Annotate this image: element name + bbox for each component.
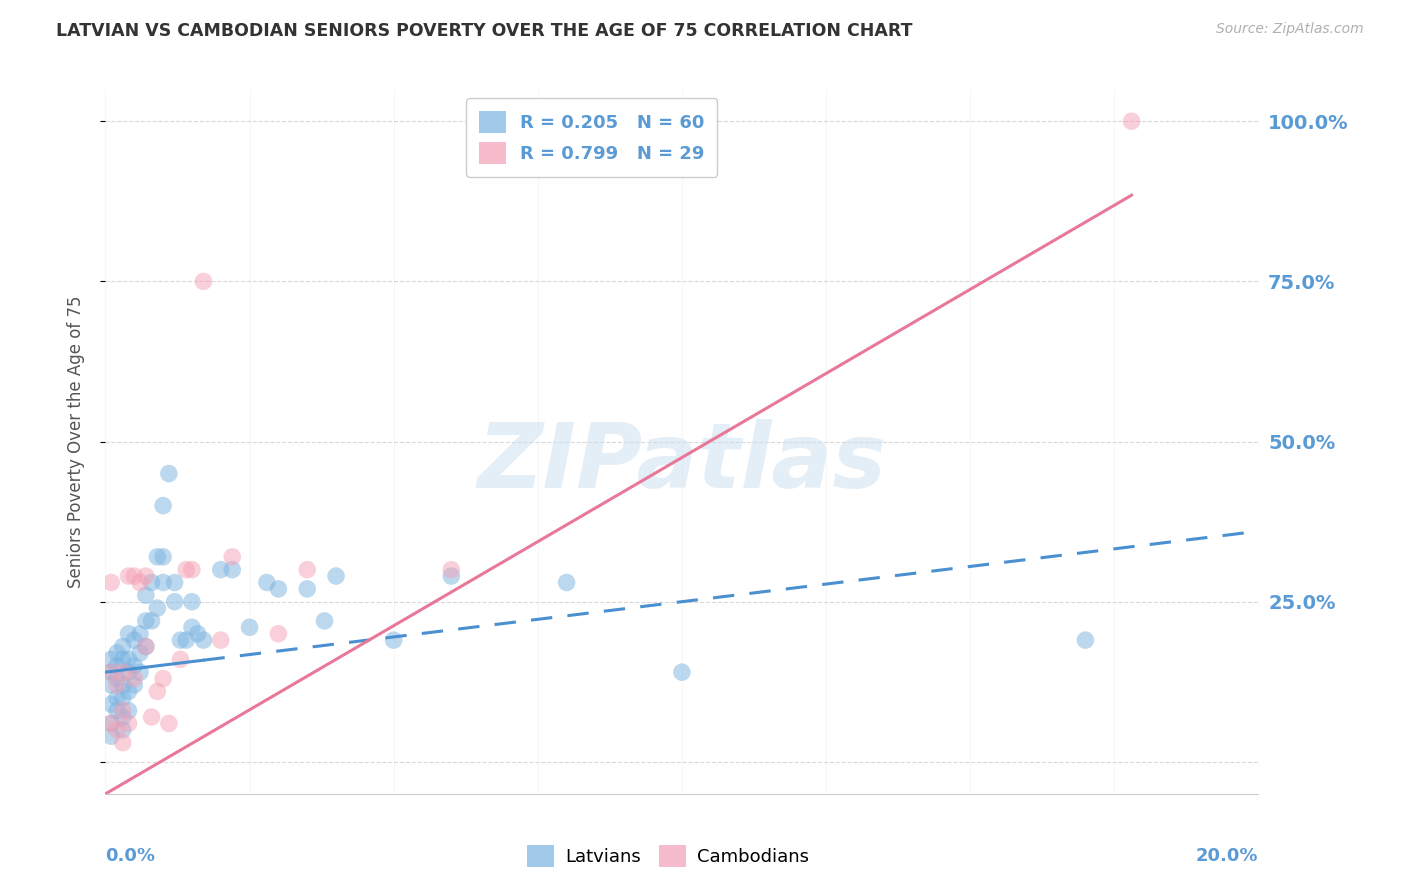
Point xyxy=(297,563,319,577)
Point xyxy=(111,690,134,705)
Point xyxy=(157,467,180,481)
Point xyxy=(209,633,232,648)
Point xyxy=(135,640,157,654)
Point xyxy=(105,704,128,718)
Point xyxy=(100,716,122,731)
Point xyxy=(297,582,319,596)
Point xyxy=(193,274,215,288)
Point xyxy=(124,569,146,583)
Point xyxy=(111,652,134,666)
Point xyxy=(382,633,405,648)
Point xyxy=(169,633,191,648)
Point xyxy=(1121,114,1143,128)
Point xyxy=(174,563,197,577)
Point xyxy=(135,614,157,628)
Point xyxy=(209,563,232,577)
Point xyxy=(129,575,152,590)
Point xyxy=(111,678,134,692)
Point xyxy=(124,672,146,686)
Text: ZIPatlas: ZIPatlas xyxy=(478,418,886,507)
Point xyxy=(141,710,163,724)
Point xyxy=(174,633,197,648)
Point xyxy=(152,549,174,564)
Text: 0.0%: 0.0% xyxy=(105,847,156,864)
Point xyxy=(163,575,186,590)
Point xyxy=(135,588,157,602)
Point xyxy=(124,678,146,692)
Point xyxy=(117,665,139,680)
Point xyxy=(267,626,290,640)
Point xyxy=(100,665,122,680)
Point xyxy=(100,729,122,743)
Point xyxy=(105,646,128,660)
Point xyxy=(129,626,152,640)
Point xyxy=(157,716,180,731)
Point xyxy=(193,633,215,648)
Point xyxy=(187,626,209,640)
Point xyxy=(105,723,128,737)
Point xyxy=(105,690,128,705)
Point xyxy=(169,652,191,666)
Point xyxy=(105,658,128,673)
Point xyxy=(181,563,204,577)
Point xyxy=(111,723,134,737)
Point xyxy=(152,672,174,686)
Point xyxy=(221,563,243,577)
Point xyxy=(105,678,128,692)
Point xyxy=(440,563,463,577)
Point xyxy=(440,569,463,583)
Point xyxy=(100,575,122,590)
Text: 20.0%: 20.0% xyxy=(1197,847,1258,864)
Point xyxy=(111,736,134,750)
Point xyxy=(314,614,336,628)
Point xyxy=(146,549,169,564)
Y-axis label: Seniors Poverty Over the Age of 75: Seniors Poverty Over the Age of 75 xyxy=(66,295,84,588)
Point xyxy=(111,640,134,654)
Point xyxy=(135,569,157,583)
Point xyxy=(152,499,174,513)
Point xyxy=(181,620,204,634)
Point xyxy=(100,697,122,711)
Point xyxy=(100,665,122,680)
Point xyxy=(141,575,163,590)
Point xyxy=(117,569,139,583)
Point xyxy=(100,716,122,731)
Point xyxy=(141,614,163,628)
Legend: Latvians, Cambodians: Latvians, Cambodians xyxy=(520,838,815,874)
Text: Source: ZipAtlas.com: Source: ZipAtlas.com xyxy=(1216,22,1364,37)
Point xyxy=(146,684,169,698)
Point xyxy=(111,710,134,724)
Point xyxy=(100,678,122,692)
Point xyxy=(111,704,134,718)
Point xyxy=(146,601,169,615)
Point xyxy=(117,716,139,731)
Point xyxy=(117,652,139,666)
Point xyxy=(221,549,243,564)
Point xyxy=(1074,633,1097,648)
Point xyxy=(100,652,122,666)
Point xyxy=(555,575,578,590)
Point xyxy=(239,620,262,634)
Point xyxy=(129,646,152,660)
Point xyxy=(117,704,139,718)
Point xyxy=(117,684,139,698)
Point xyxy=(124,633,146,648)
Point xyxy=(117,626,139,640)
Point xyxy=(325,569,347,583)
Point xyxy=(135,640,157,654)
Point xyxy=(124,658,146,673)
Point xyxy=(256,575,278,590)
Legend: R = 0.205   N = 60, R = 0.799   N = 29: R = 0.205 N = 60, R = 0.799 N = 29 xyxy=(467,98,717,177)
Point xyxy=(267,582,290,596)
Point xyxy=(105,672,128,686)
Point xyxy=(163,595,186,609)
Point xyxy=(111,665,134,680)
Point xyxy=(152,575,174,590)
Point xyxy=(129,665,152,680)
Point xyxy=(671,665,693,680)
Text: LATVIAN VS CAMBODIAN SENIORS POVERTY OVER THE AGE OF 75 CORRELATION CHART: LATVIAN VS CAMBODIAN SENIORS POVERTY OVE… xyxy=(56,22,912,40)
Point xyxy=(181,595,204,609)
